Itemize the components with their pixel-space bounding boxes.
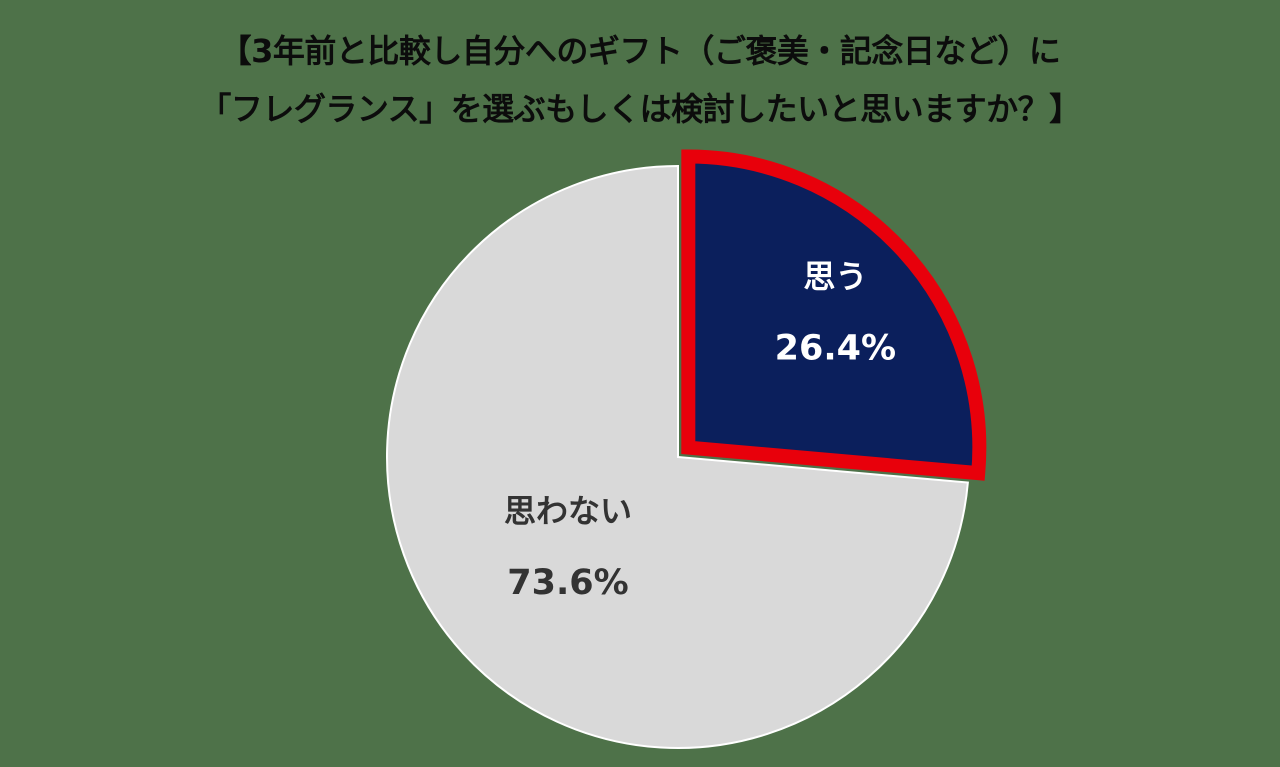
chart-title: 【3年前と比較し自分へのギフト（ご褒美・記念日など）に 「フレグランス」を選ぶも…	[0, 22, 1280, 138]
slice-value-label: 26.4%	[775, 329, 896, 369]
pie-slice-highlight	[681, 149, 987, 481]
chart-title-line-1: 【3年前と比較し自分へのギフト（ご褒美・記念日など）に	[219, 32, 1061, 70]
pie-slices	[386, 149, 987, 749]
slice-category-label: 思う	[803, 258, 867, 296]
slice-category-label: 思わない	[504, 492, 632, 530]
pie-labels: 思わない 73.6% 思う 26.4%	[504, 258, 896, 603]
chart-title-line-2: 「フレグランス」を選ぶもしくは検討したいと思いますか？】	[199, 90, 1081, 128]
pie-slice-main	[386, 164, 969, 749]
slice-value-label: 73.6%	[507, 563, 628, 603]
